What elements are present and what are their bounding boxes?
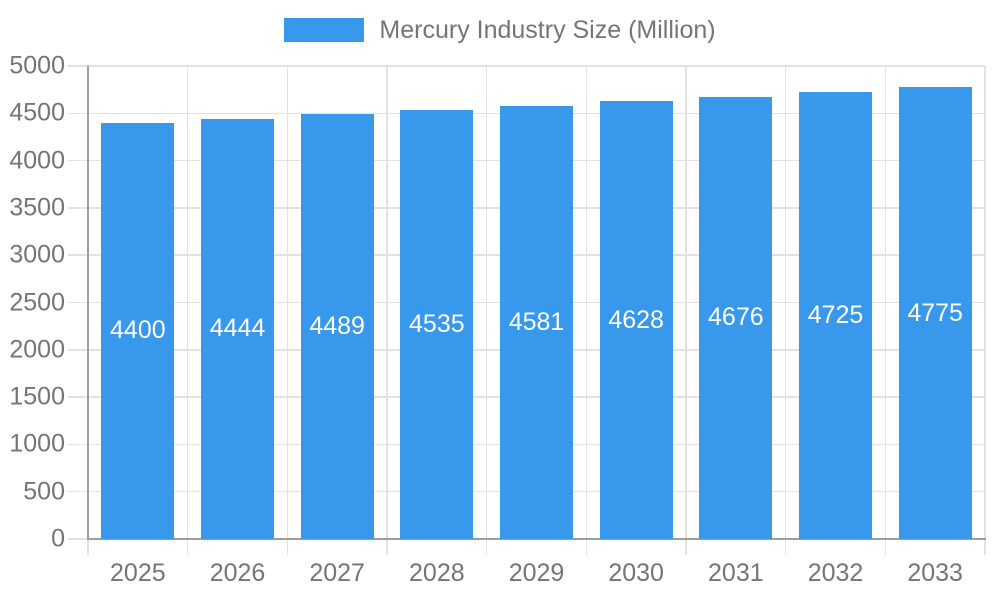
y-tick-mark: [68, 207, 88, 209]
x-gridline: [386, 66, 388, 539]
bar-value-label: 4775: [907, 298, 963, 327]
x-tick-mark: [286, 539, 289, 555]
y-axis-tick-label: 2000: [9, 335, 65, 364]
y-tick-mark: [68, 254, 88, 256]
y-axis-tick-label: 2500: [9, 288, 65, 316]
y-tick-mark: [68, 349, 88, 351]
x-axis-tick-label: 2031: [708, 559, 764, 587]
bar-value-label: 4581: [508, 307, 565, 336]
legend: Mercury Industry Size (Million): [0, 14, 1000, 46]
y-tick-mark: [68, 490, 88, 493]
x-axis-tick-label: 2029: [508, 559, 565, 587]
x-gridline: [485, 66, 488, 539]
bar: 4489: [300, 114, 374, 539]
x-gridline: [585, 66, 588, 539]
bar: 4444: [201, 118, 274, 539]
x-tick-mark: [884, 539, 887, 555]
y-axis-tick-label: 500: [23, 477, 65, 506]
x-axis-tick-label: 2028: [409, 559, 465, 587]
x-gridline: [884, 66, 887, 539]
x-tick-mark: [685, 539, 687, 555]
x-gridline: [186, 66, 189, 539]
y-tick-mark: [68, 65, 88, 67]
x-tick-mark: [186, 539, 189, 555]
x-axis-tick-label: 2030: [608, 559, 664, 587]
y-gridline: [88, 65, 985, 67]
bar-value-label: 4535: [409, 309, 465, 338]
y-axis-tick-label: 0: [51, 524, 65, 553]
y-tick-mark: [68, 159, 88, 162]
bar: 4676: [699, 96, 773, 539]
legend-title: Mercury Industry Size (Million): [379, 16, 716, 44]
bar-value-label: 4489: [309, 312, 365, 341]
x-gridline: [784, 66, 787, 539]
y-axis-tick-label: 3500: [9, 193, 65, 222]
x-axis-tick-label: 2025: [110, 559, 166, 587]
y-axis-tick-label: 4500: [9, 98, 65, 127]
bar: 4581: [500, 105, 573, 539]
y-axis-tick-label: 1000: [9, 429, 65, 458]
y-tick-mark: [68, 538, 88, 540]
y-tick-mark: [68, 301, 88, 304]
x-tick-mark: [485, 539, 488, 555]
y-axis-tick-label: 5000: [9, 51, 65, 80]
x-tick-mark: [984, 539, 986, 555]
x-axis-tick-label: 2032: [807, 559, 864, 587]
bar: 4535: [400, 109, 474, 539]
bar-value-label: 4444: [209, 314, 266, 343]
bar: 4400: [101, 122, 175, 539]
x-axis-line: [87, 538, 986, 540]
x-tick-mark: [386, 539, 388, 555]
y-tick-mark: [68, 396, 88, 398]
bar-value-label: 4400: [110, 316, 166, 345]
y-axis-line: [87, 66, 89, 539]
x-gridline: [685, 66, 687, 539]
x-gridline: [984, 66, 986, 539]
x-axis-tick-label: 2027: [309, 559, 365, 587]
x-tick-mark: [585, 539, 588, 555]
x-axis-tick-label: 2026: [209, 559, 266, 587]
x-tick-mark: [87, 539, 89, 555]
y-axis-tick-label: 1500: [9, 382, 65, 411]
bar-value-label: 4628: [608, 305, 664, 334]
y-axis-tick-label: 4000: [9, 146, 65, 175]
x-axis-tick-label: 2033: [907, 559, 963, 587]
bar: 4628: [599, 101, 673, 539]
x-gridline: [286, 66, 289, 539]
bar-value-label: 4676: [708, 303, 764, 332]
bar: 4725: [799, 92, 872, 539]
y-tick-mark: [68, 443, 88, 446]
y-axis-tick-label: 3000: [9, 240, 65, 269]
x-tick-mark: [784, 539, 787, 555]
bar-value-label: 4725: [807, 300, 864, 329]
bar: 4775: [898, 87, 972, 539]
legend-swatch: [284, 18, 365, 42]
y-tick-mark: [68, 112, 88, 115]
